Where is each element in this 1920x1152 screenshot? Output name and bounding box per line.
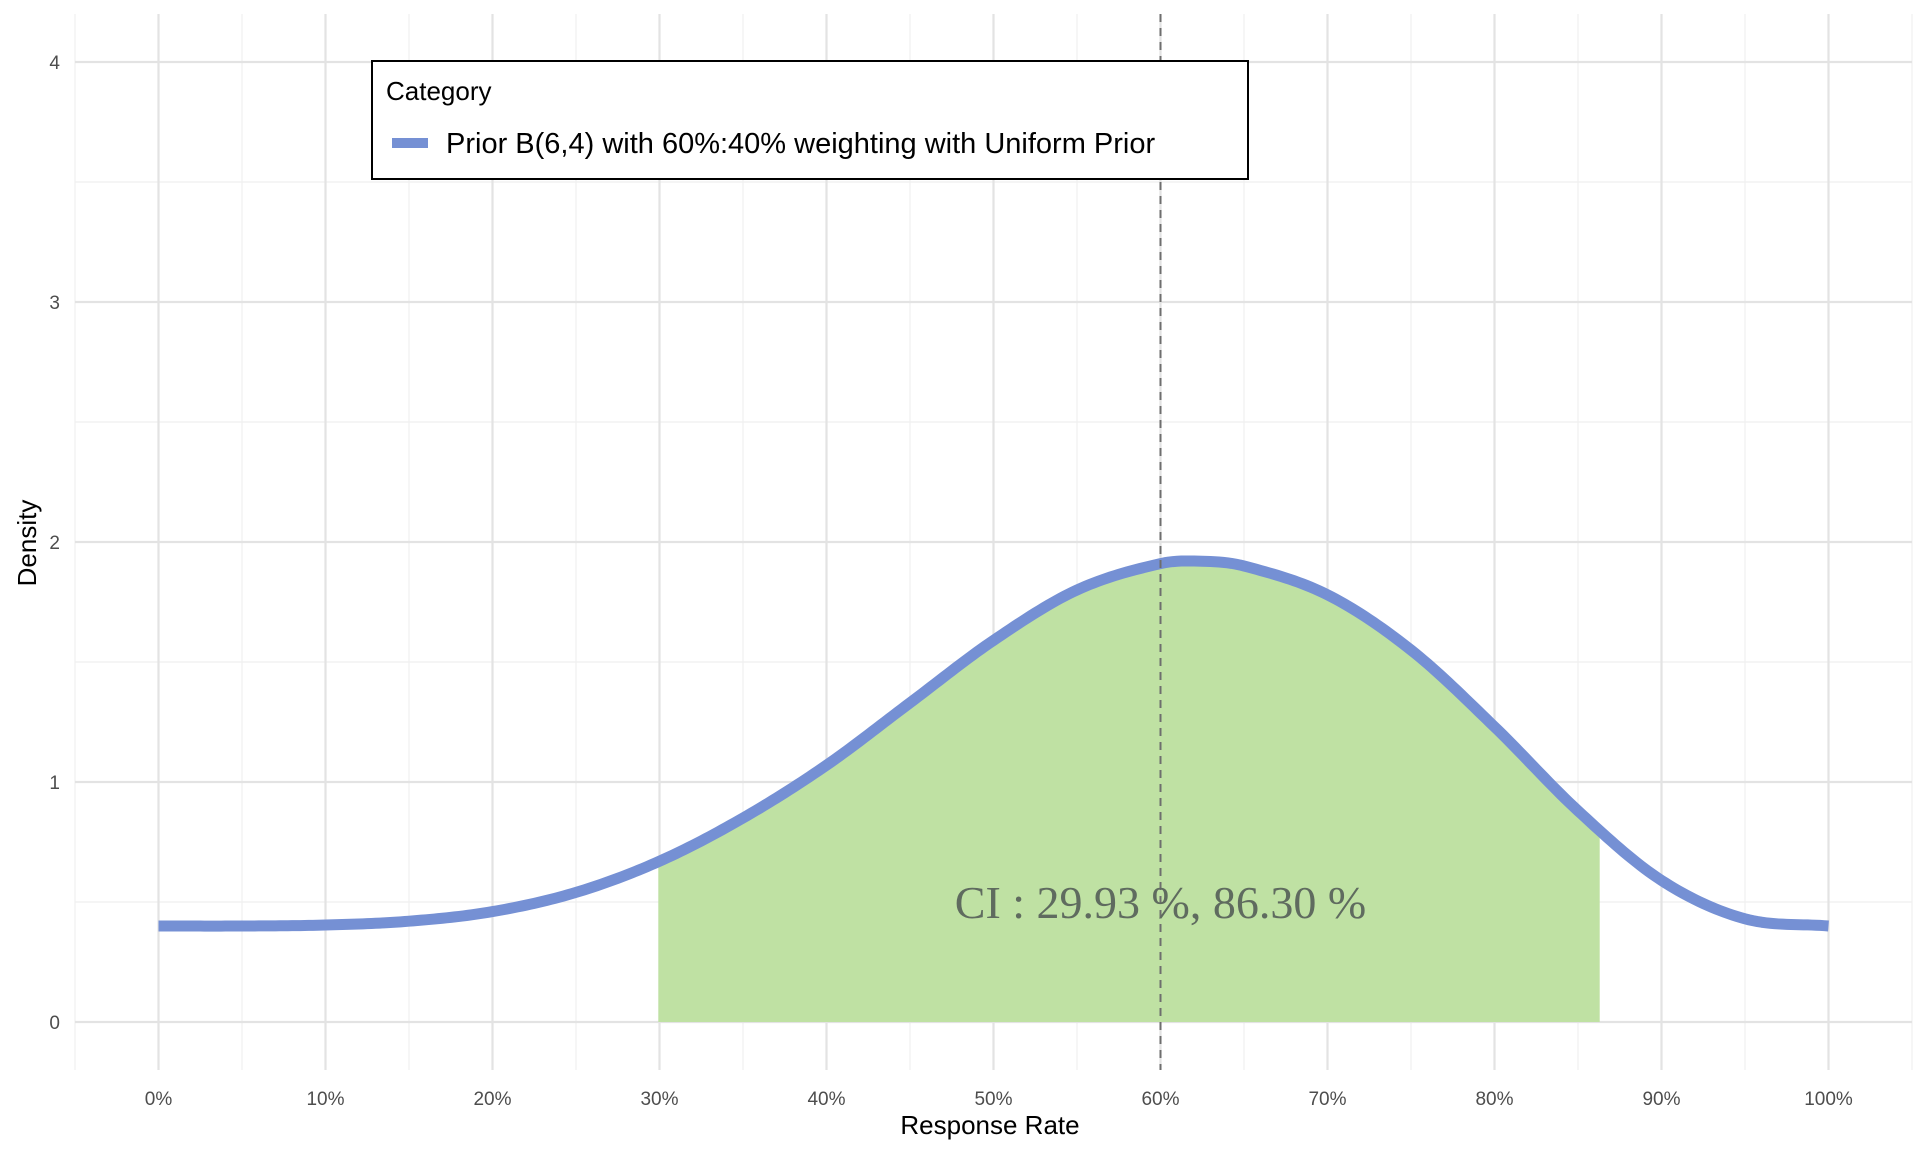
legend: Category Prior B(6,4) with 60%:40% weigh… xyxy=(371,60,1249,180)
density-curve xyxy=(157,555,1830,932)
x-tick-label: 80% xyxy=(1475,1089,1513,1110)
y-axis-title: Density xyxy=(12,500,42,587)
ci-annotation: CI : 29.93 %, 86.30 % xyxy=(955,877,1366,928)
x-tick-label: 40% xyxy=(807,1089,845,1110)
x-tick-label: 50% xyxy=(974,1089,1012,1110)
x-tick-label: 60% xyxy=(1141,1089,1179,1110)
credible-interval-area xyxy=(658,560,1600,1022)
legend-title: Category xyxy=(386,76,492,106)
x-tick-label: 10% xyxy=(306,1089,344,1110)
y-axis-ticks: 0 1 2 3 4 xyxy=(49,53,60,1034)
x-tick-label: 0% xyxy=(145,1089,173,1110)
legend-entry-label: Prior B(6,4) with 60%:40% weighting with… xyxy=(446,128,1155,160)
x-tick-label: 20% xyxy=(473,1089,511,1110)
legend-box xyxy=(371,60,1249,180)
x-tick-label: 90% xyxy=(1642,1089,1680,1110)
y-tick-label: 0 xyxy=(49,1013,60,1034)
y-tick-label: 2 xyxy=(49,533,60,554)
y-tick-label: 3 xyxy=(49,293,60,314)
x-tick-label: 30% xyxy=(640,1089,678,1110)
y-tick-label: 4 xyxy=(49,53,60,74)
x-axis-title: Response Rate xyxy=(900,1110,1079,1140)
x-axis-ticks: 0% 10% 20% 30% 40% 50% 60% 70% 80% 90% 100% xyxy=(145,1089,1853,1110)
x-tick-label: 100% xyxy=(1804,1089,1853,1110)
y-tick-label: 1 xyxy=(49,773,60,794)
x-tick-label: 70% xyxy=(1308,1089,1346,1110)
